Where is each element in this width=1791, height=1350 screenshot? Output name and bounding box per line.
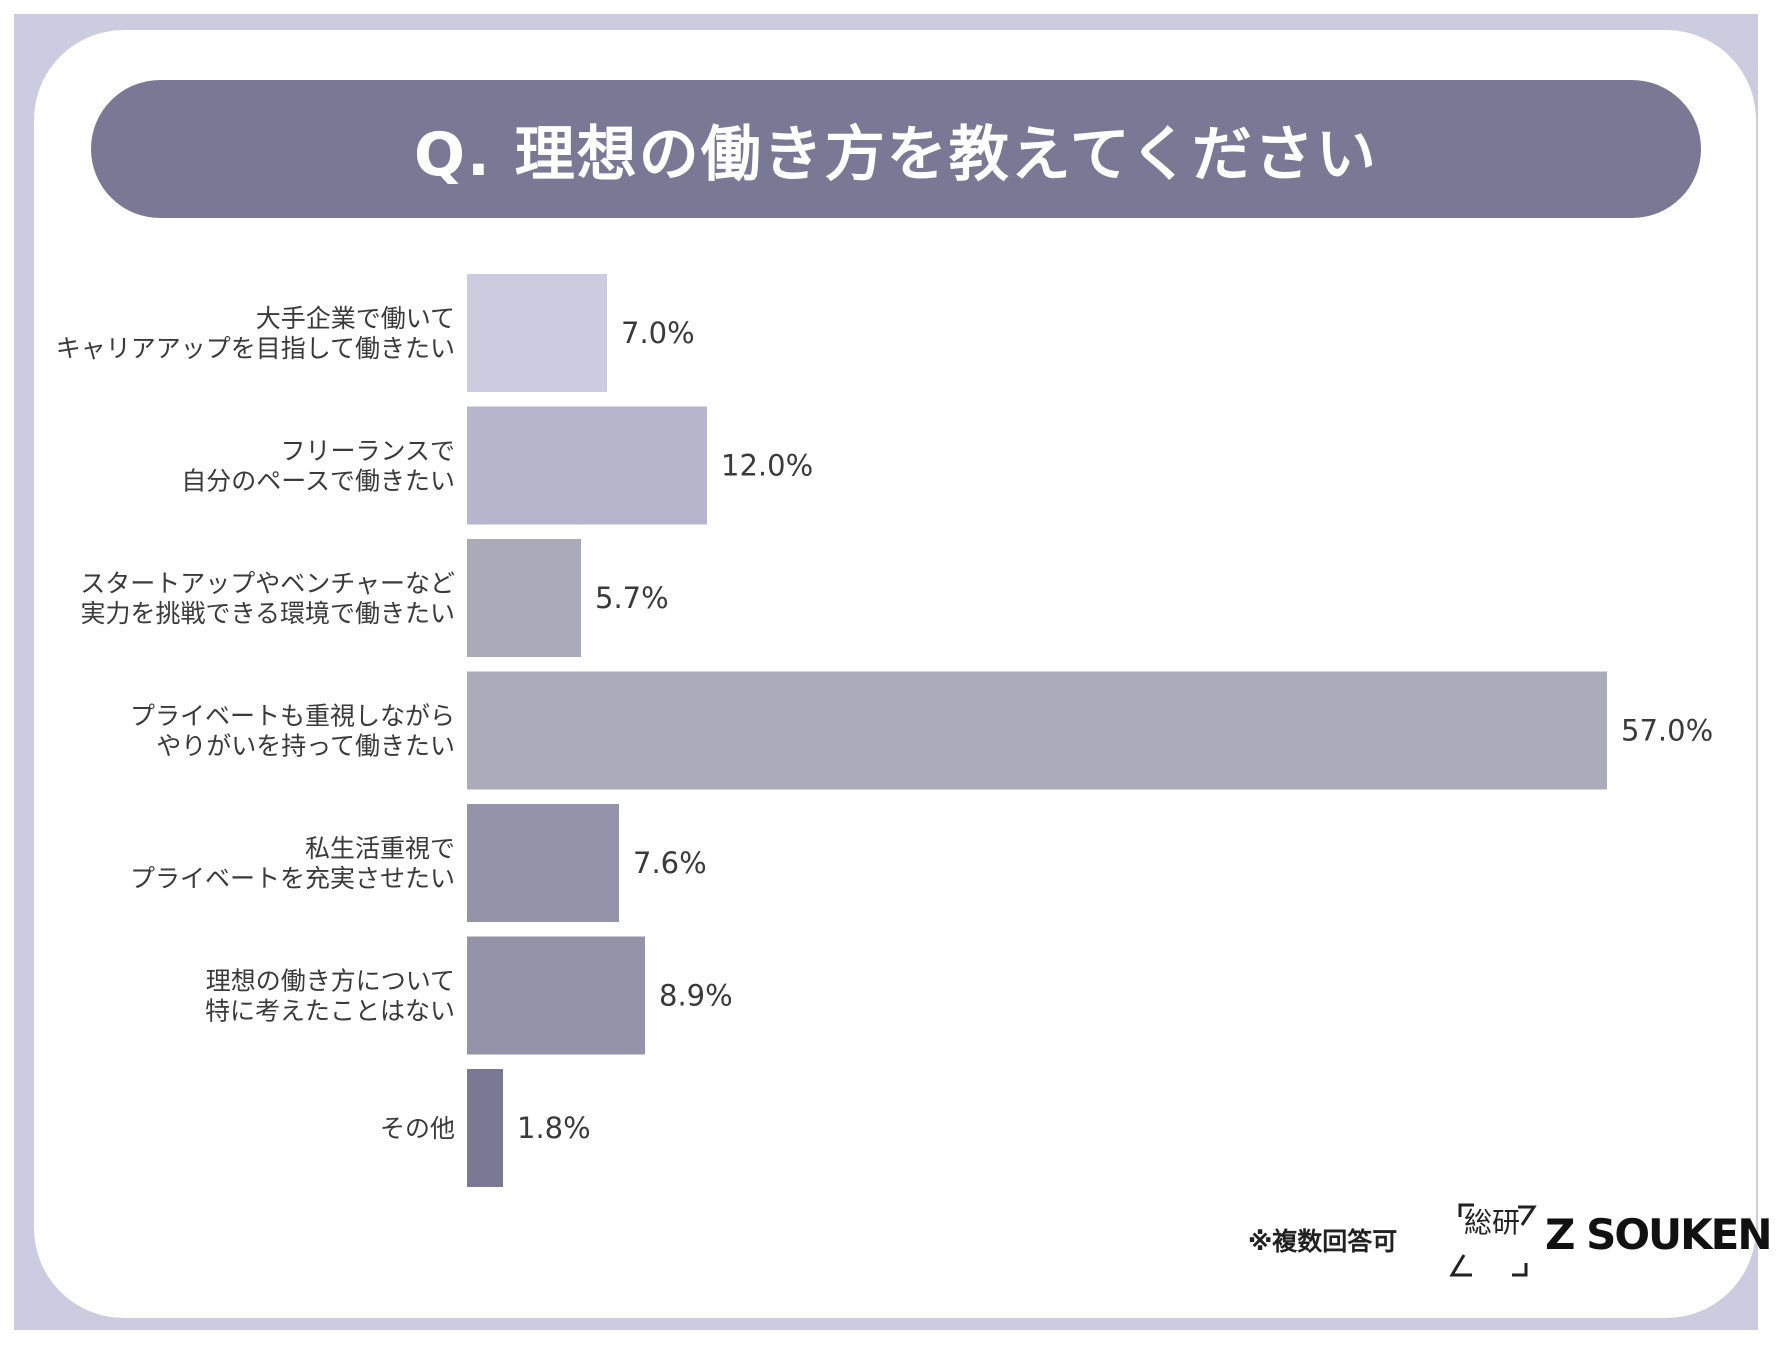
logo-japanese-text: 総研 — [1463, 1206, 1520, 1239]
category-label-1-line-1: 大手企業で働いて — [256, 304, 455, 333]
value-label-2: 12.0% — [721, 449, 813, 483]
bar-4 — [467, 671, 1607, 790]
value-label-5: 7.6% — [633, 846, 707, 880]
souken-bracket-logo-icon — [1449, 1203, 1537, 1277]
bar-7 — [467, 1069, 503, 1187]
category-label-4-line-2: やりがいを持って働きたい — [156, 732, 455, 761]
category-label-1-line-2: キャリアアップを目指して働きたい — [56, 334, 455, 363]
value-label-4: 57.0% — [1621, 714, 1713, 748]
value-label-7: 1.8% — [517, 1111, 591, 1145]
category-label-3-line-2: 実力を挑戦できる環境で働きたい — [80, 599, 455, 628]
category-label-2-line-2: 自分のペースで働きたい — [181, 467, 455, 496]
category-label-5-line-1: 私生活重視で — [305, 834, 455, 863]
category-label-4-line-1: プライベートも重視しながら — [130, 702, 455, 731]
value-label-6: 8.9% — [659, 979, 733, 1013]
chart-title: Q. 理想の働き方を教えてください — [414, 119, 1378, 190]
value-label-1: 7.0% — [621, 316, 695, 350]
bar-6 — [467, 936, 645, 1055]
category-label-2-line-1: フリーランスで — [280, 437, 455, 466]
brand-name: Z SOUKEN — [1545, 1210, 1773, 1259]
category-label-5-line-2: プライベートを充実させたい — [130, 864, 455, 893]
category-label-6-line-1: 理想の働き方について — [206, 967, 455, 996]
bar-2 — [467, 406, 707, 525]
category-label-7-line-1: その他 — [380, 1114, 455, 1143]
value-label-3: 5.7% — [595, 581, 669, 615]
category-label-6-line-2: 特に考えたことはない — [205, 997, 455, 1026]
category-label-3-line-1: スタートアップやベンチャーなど — [80, 569, 455, 598]
bar-1 — [467, 274, 607, 392]
title-banner: Q. 理想の働き方を教えてください — [91, 80, 1701, 218]
bar-3 — [467, 539, 581, 657]
bar-5 — [467, 804, 619, 922]
multiple-answer-note: ※複数回答可 — [1248, 1227, 1398, 1256]
